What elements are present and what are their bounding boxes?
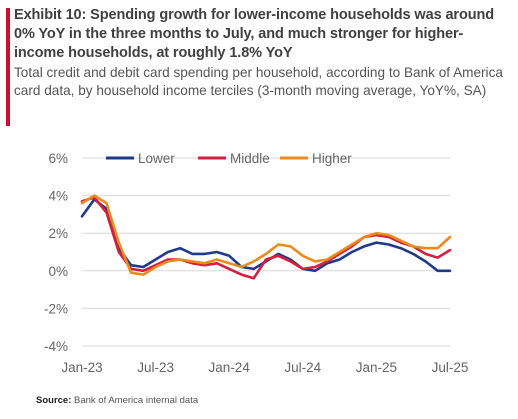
y-tick-label: 4% — [48, 189, 68, 204]
y-tick-label: 0% — [48, 264, 68, 279]
exhibit-title: Exhibit 10: Spending growth for lower-in… — [14, 7, 494, 61]
series-line-middle — [80, 196, 452, 280]
y-tick-label: -2% — [44, 301, 68, 316]
y-tick-label: 2% — [48, 226, 68, 241]
x-tick-label: Jul-25 — [432, 360, 469, 375]
x-tick-label: Jan-25 — [356, 360, 397, 375]
source-text: Bank of America internal data — [74, 395, 199, 406]
y-tick-label: -4% — [44, 339, 68, 354]
legend-label-higher: Higher — [312, 151, 352, 166]
legend-label-middle: Middle — [230, 151, 270, 166]
legend-label-lower: Lower — [138, 151, 175, 166]
line-chart: 6% 4% 2% 0% -2% -4% Jan-23 Jul-23 Jan-24 Jul-24 Ja… — [44, 151, 469, 375]
exhibit-subtitle: Total credit and debit card spending per… — [14, 65, 503, 98]
source-label: Source: — [36, 395, 72, 406]
x-tick-label: Jul-24 — [284, 360, 321, 375]
source-note: Source: Bank of America internal data — [36, 395, 198, 406]
x-tick-label: Jul-23 — [137, 360, 174, 375]
accent-bar — [6, 8, 10, 126]
y-tick-label: 6% — [48, 151, 68, 166]
x-tick-label: Jan-24 — [209, 360, 251, 375]
x-tick-label: Jan-23 — [61, 360, 102, 375]
series-line-higher — [80, 194, 452, 276]
